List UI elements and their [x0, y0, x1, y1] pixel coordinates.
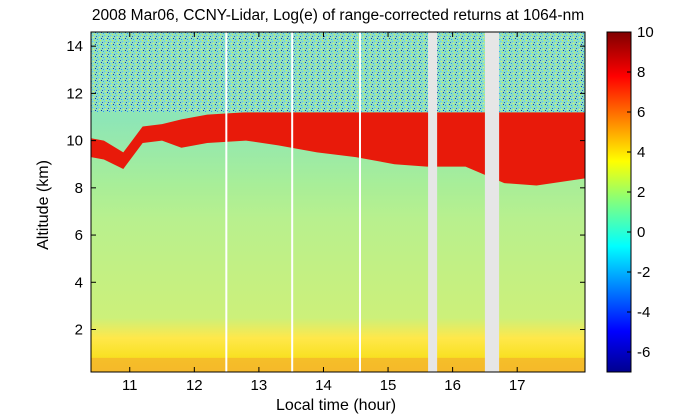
layer-cirrus_cloud	[91, 112, 585, 186]
x-axis: 11 12 13 14 15 16 17	[122, 32, 526, 394]
y-tick-label: 4	[75, 274, 83, 291]
y-tick-label: 8	[75, 180, 83, 197]
data-gap-5	[484, 32, 500, 372]
x-axis-label: Local time (hour)	[276, 397, 396, 414]
data-gap-3	[358, 32, 361, 372]
x-tick-label: 15	[380, 377, 397, 394]
data-gap-1	[225, 32, 228, 372]
colorbar-tick-label: 0	[637, 224, 645, 241]
y-tick-label: 10	[66, 133, 83, 150]
layer-noise_region	[91, 32, 585, 113]
colorbar-tick-label: -6	[637, 344, 650, 361]
x-tick-label: 17	[509, 377, 526, 394]
y-tick-label: 6	[75, 227, 83, 244]
colorbar-tick-label: 4	[637, 144, 645, 161]
data-gap-4	[428, 32, 438, 372]
colorbar-tick-label: 10	[637, 24, 654, 41]
layer-boundary_layer	[91, 357, 585, 372]
y-axis-label: Altitude (km)	[35, 160, 52, 250]
y-tick-label: 2	[75, 322, 83, 339]
colorbar-axis: 10 8 6 4 2 0 -2 -4 -6	[627, 24, 654, 361]
x-tick-label: 13	[251, 377, 268, 394]
data-gaps	[225, 32, 500, 372]
chart-title: 2008 Mar06, CCNY-Lidar, Log(e) of range-…	[92, 7, 584, 24]
data-layers	[91, 32, 585, 372]
colorbar-tick-label: 8	[637, 64, 645, 81]
x-tick-label: 11	[122, 377, 138, 394]
colorbar-tick-label: -2	[637, 264, 650, 281]
y-tick-label: 14	[66, 38, 83, 55]
colorbar-tick-label: 6	[637, 104, 645, 121]
x-tick-label: 16	[444, 377, 461, 394]
x-tick-label: 14	[315, 377, 332, 394]
colorbar-tick-label: -4	[637, 304, 650, 321]
colorbar	[606, 31, 632, 373]
y-tick-label: 12	[66, 85, 83, 102]
y-axis: 2 4 6 8 10 12 14	[66, 38, 585, 339]
x-tick-label: 12	[186, 377, 203, 394]
colorbar-tick-label: 2	[637, 184, 645, 201]
data-gap-2	[291, 32, 294, 372]
plot-frame	[90, 31, 586, 373]
